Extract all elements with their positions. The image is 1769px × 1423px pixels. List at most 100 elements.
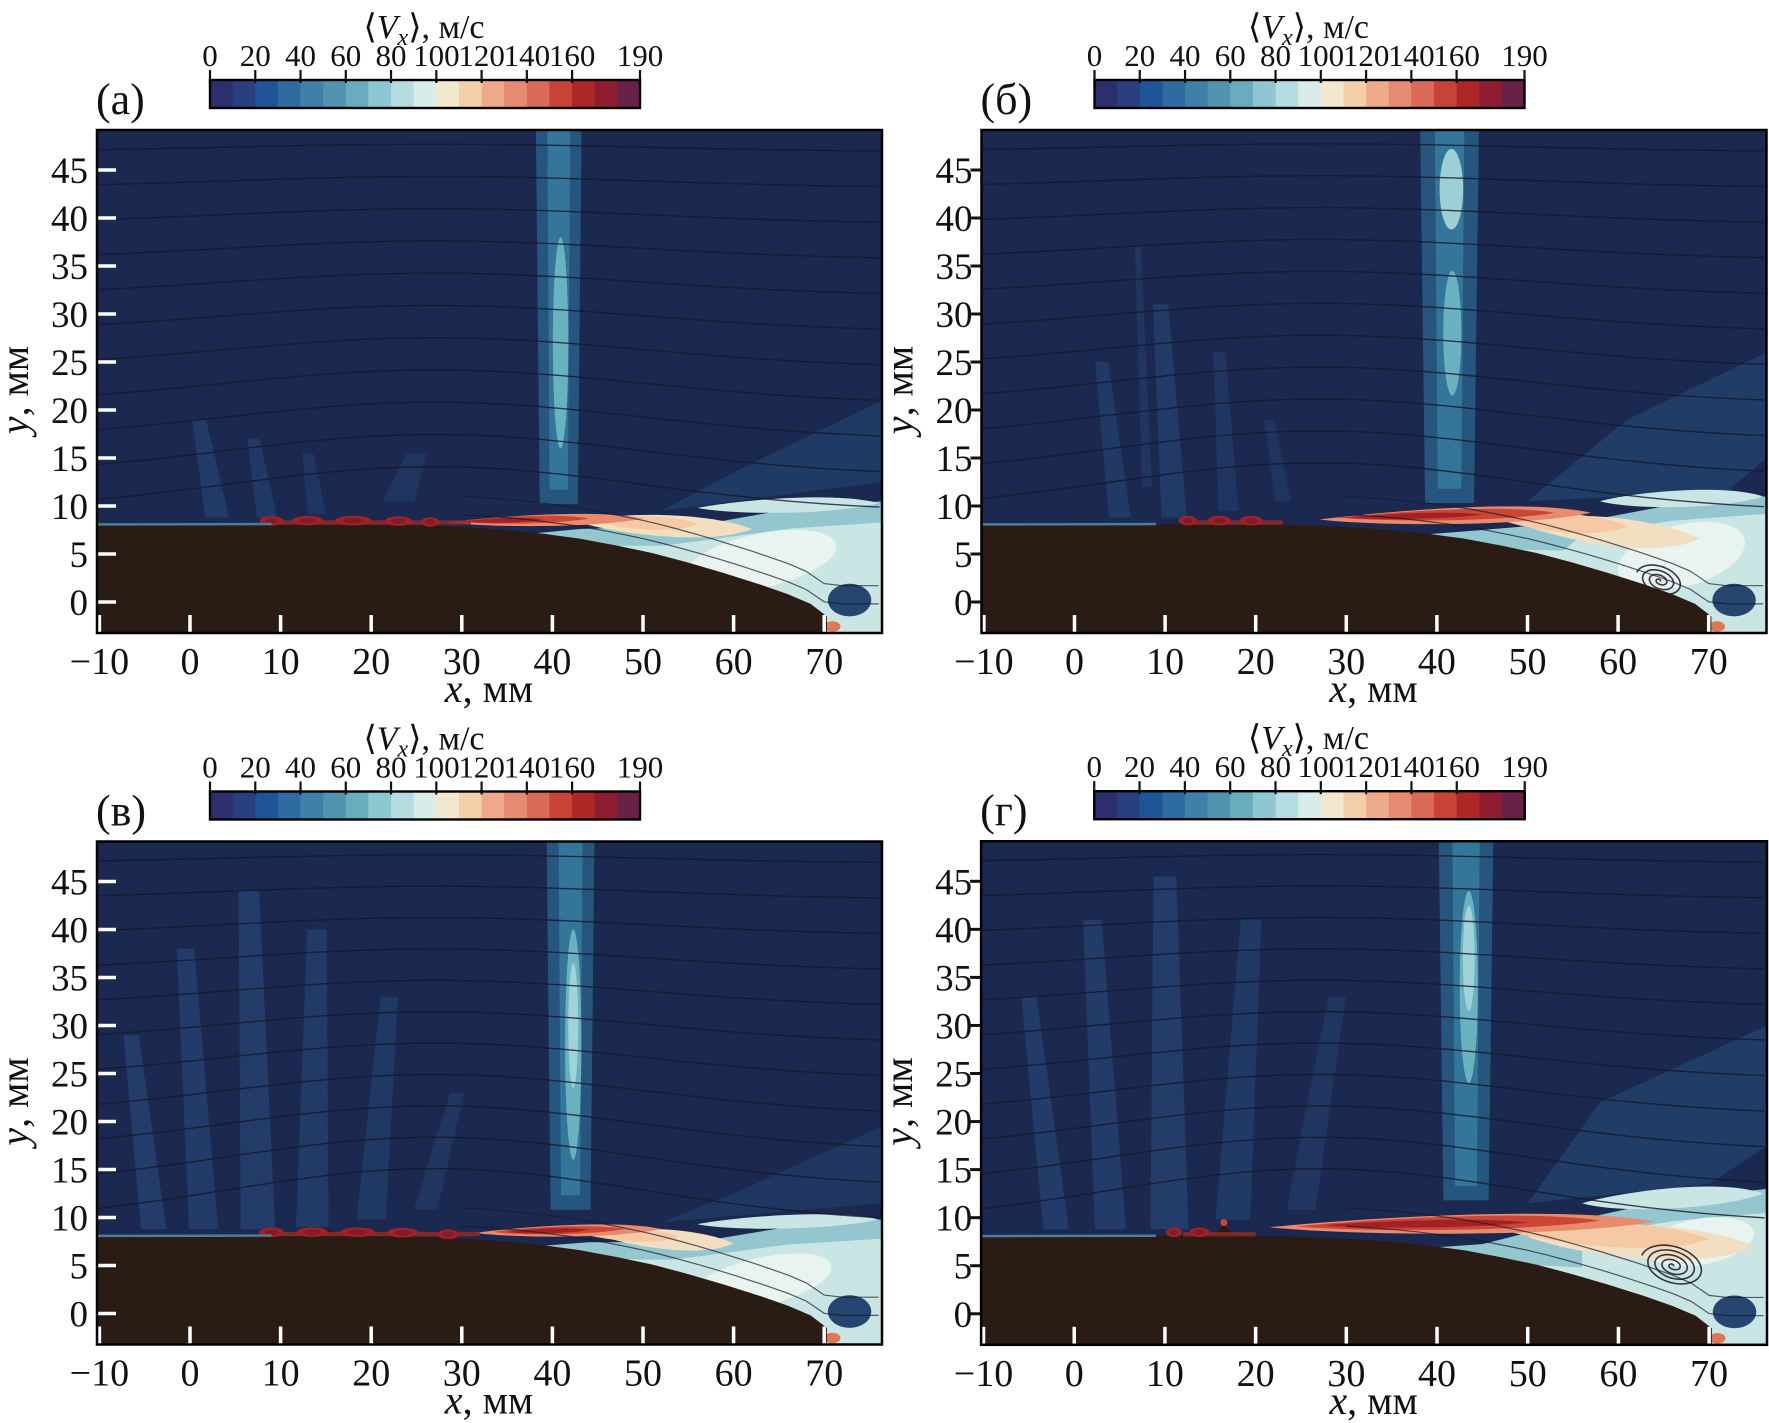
- right-side-patch: [1527, 352, 1767, 502]
- x-tick-label: −10: [954, 1353, 1013, 1395]
- streamline: [97, 1042, 880, 1077]
- y-tick-label: 35: [51, 247, 88, 288]
- y-tick-label: 25: [51, 343, 88, 384]
- y-tick-label: 40: [51, 911, 88, 952]
- notch-warm-spot: [824, 621, 841, 632]
- surface-red-blob-core: [265, 517, 278, 524]
- streamline: [97, 433, 880, 473]
- right-side-patch: [661, 400, 882, 511]
- right-side-patch: [661, 1126, 882, 1223]
- y-tick-label: 15: [935, 1151, 972, 1192]
- y-tick-label: 25: [936, 343, 973, 384]
- x-tick-label: 10: [1146, 641, 1184, 683]
- colorbar-tick-label: 120: [1343, 38, 1390, 73]
- colorbar-segment: [1139, 80, 1163, 108]
- colorbar-tick-label: 0: [1086, 749, 1102, 784]
- wall-streamline: [461, 495, 879, 587]
- diagonal-streak: [296, 929, 329, 1228]
- panel-label: (г): [980, 786, 1027, 835]
- y-tick-label: 20: [936, 391, 973, 432]
- x-tick-label: 60: [715, 641, 753, 683]
- colorbar-segment: [1230, 80, 1254, 108]
- y-tick-label: 35: [51, 959, 88, 1000]
- y-tick-label: 0: [954, 583, 973, 624]
- colorbar-tick-label: 120: [458, 38, 505, 73]
- colorbar-segment: [481, 791, 505, 820]
- body-model: [97, 524, 827, 633]
- colorbar-segment: [1343, 791, 1367, 820]
- colorbar-tick-label: 160: [1433, 38, 1480, 73]
- colorbar-segment: [413, 80, 437, 108]
- colorbar-title: ⟨Vx⟩, м/с: [1248, 720, 1369, 762]
- colorbar-tick-label: 0: [202, 750, 218, 785]
- x-tick-label: −10: [954, 641, 1013, 683]
- y-tick-label: 20: [935, 1103, 972, 1144]
- upper-pale-band: [697, 497, 879, 513]
- colorbar-tick-label: 100: [413, 38, 460, 73]
- panel-g: −10 0 10 20 30 40 50 60 70 0 5 10 15 20 25 30 35 40 45 0 20 4…: [884, 711, 1769, 1423]
- diagonal-streak: [413, 1092, 465, 1210]
- streamline: [97, 272, 880, 295]
- y-axis-title: y, мм: [884, 1057, 921, 1149]
- y-axis-title: y, мм: [884, 346, 922, 438]
- streamline: [97, 916, 880, 935]
- y-tick-label: 25: [935, 1055, 972, 1096]
- colorbar-segment: [549, 791, 573, 820]
- surface-red-blob-core: [1213, 517, 1226, 524]
- y-tick-label: 20: [51, 1103, 88, 1144]
- diagonal-streak: [1286, 996, 1346, 1210]
- colorbar-tick-label: 190: [617, 38, 664, 73]
- x-tick-label: 0: [181, 1353, 200, 1395]
- colorbar-segment: [323, 791, 347, 820]
- x-tick-label: 40: [1418, 641, 1456, 683]
- colorbar-segment: [1411, 80, 1435, 108]
- colorbar-segment: [1298, 80, 1322, 108]
- notch-blue-spot: [827, 583, 872, 617]
- colorbar-tick-label: 40: [1169, 749, 1200, 784]
- x-axis-title: x, мм: [444, 666, 533, 711]
- colorbar-segment: [1162, 791, 1186, 820]
- colorbar-segment: [504, 80, 528, 108]
- streamline: [97, 948, 880, 970]
- streamline: [97, 1136, 880, 1183]
- colorbar-tick-label: 190: [1501, 38, 1548, 73]
- flow-field: [981, 841, 1767, 1345]
- colorbar-segment: [1230, 791, 1254, 820]
- diagonal-streak: [1153, 304, 1187, 518]
- streamline: [981, 206, 1765, 223]
- colorbar-segment: [1252, 791, 1277, 820]
- y-tick-label: 30: [935, 1006, 972, 1047]
- colorbar-segment: [210, 80, 234, 108]
- streamline: [981, 916, 1765, 934]
- notch-blue-spot: [1712, 1295, 1757, 1329]
- colorbar-segment: [1366, 791, 1390, 820]
- jet-darkred-core: [1346, 512, 1483, 520]
- wall-streamline: [461, 1225, 879, 1316]
- x-axis-ticks: −10 0 10 20 30 40 50 60 70: [954, 1326, 1728, 1395]
- colorbar-tick-label: 190: [617, 750, 664, 785]
- y-tick-label: 5: [70, 535, 89, 576]
- colorbar-tick-label: 120: [1343, 749, 1390, 784]
- diagonal-streak: [382, 453, 427, 502]
- surface-red-blob-core: [391, 518, 406, 524]
- panel-label: (а): [96, 75, 145, 124]
- colorbar-segment: [255, 791, 279, 820]
- bump-tip-hotspot: [1220, 1218, 1228, 1226]
- surface-red-blob-core: [425, 519, 435, 525]
- colorbar-frame: [208, 790, 642, 821]
- colorbar-tick-label: 20: [1124, 38, 1155, 73]
- colorbar-segment: [391, 791, 415, 820]
- colorbar-segment: [323, 80, 347, 108]
- y-tick-label: 45: [51, 151, 88, 192]
- x-axis-title: x, мм: [1328, 1378, 1417, 1423]
- streamline: [981, 238, 1765, 259]
- x-tick-label: −10: [70, 641, 129, 683]
- y-axis-title: y, мм: [0, 1057, 37, 1149]
- colorbar-segment: [1388, 791, 1413, 820]
- wall-streamline: [1346, 514, 1764, 605]
- streamline: [97, 143, 880, 152]
- colorbar-segment: [1343, 80, 1367, 108]
- plume-bright-core: [1439, 148, 1464, 230]
- colorbar-tick-label: 100: [1298, 38, 1345, 73]
